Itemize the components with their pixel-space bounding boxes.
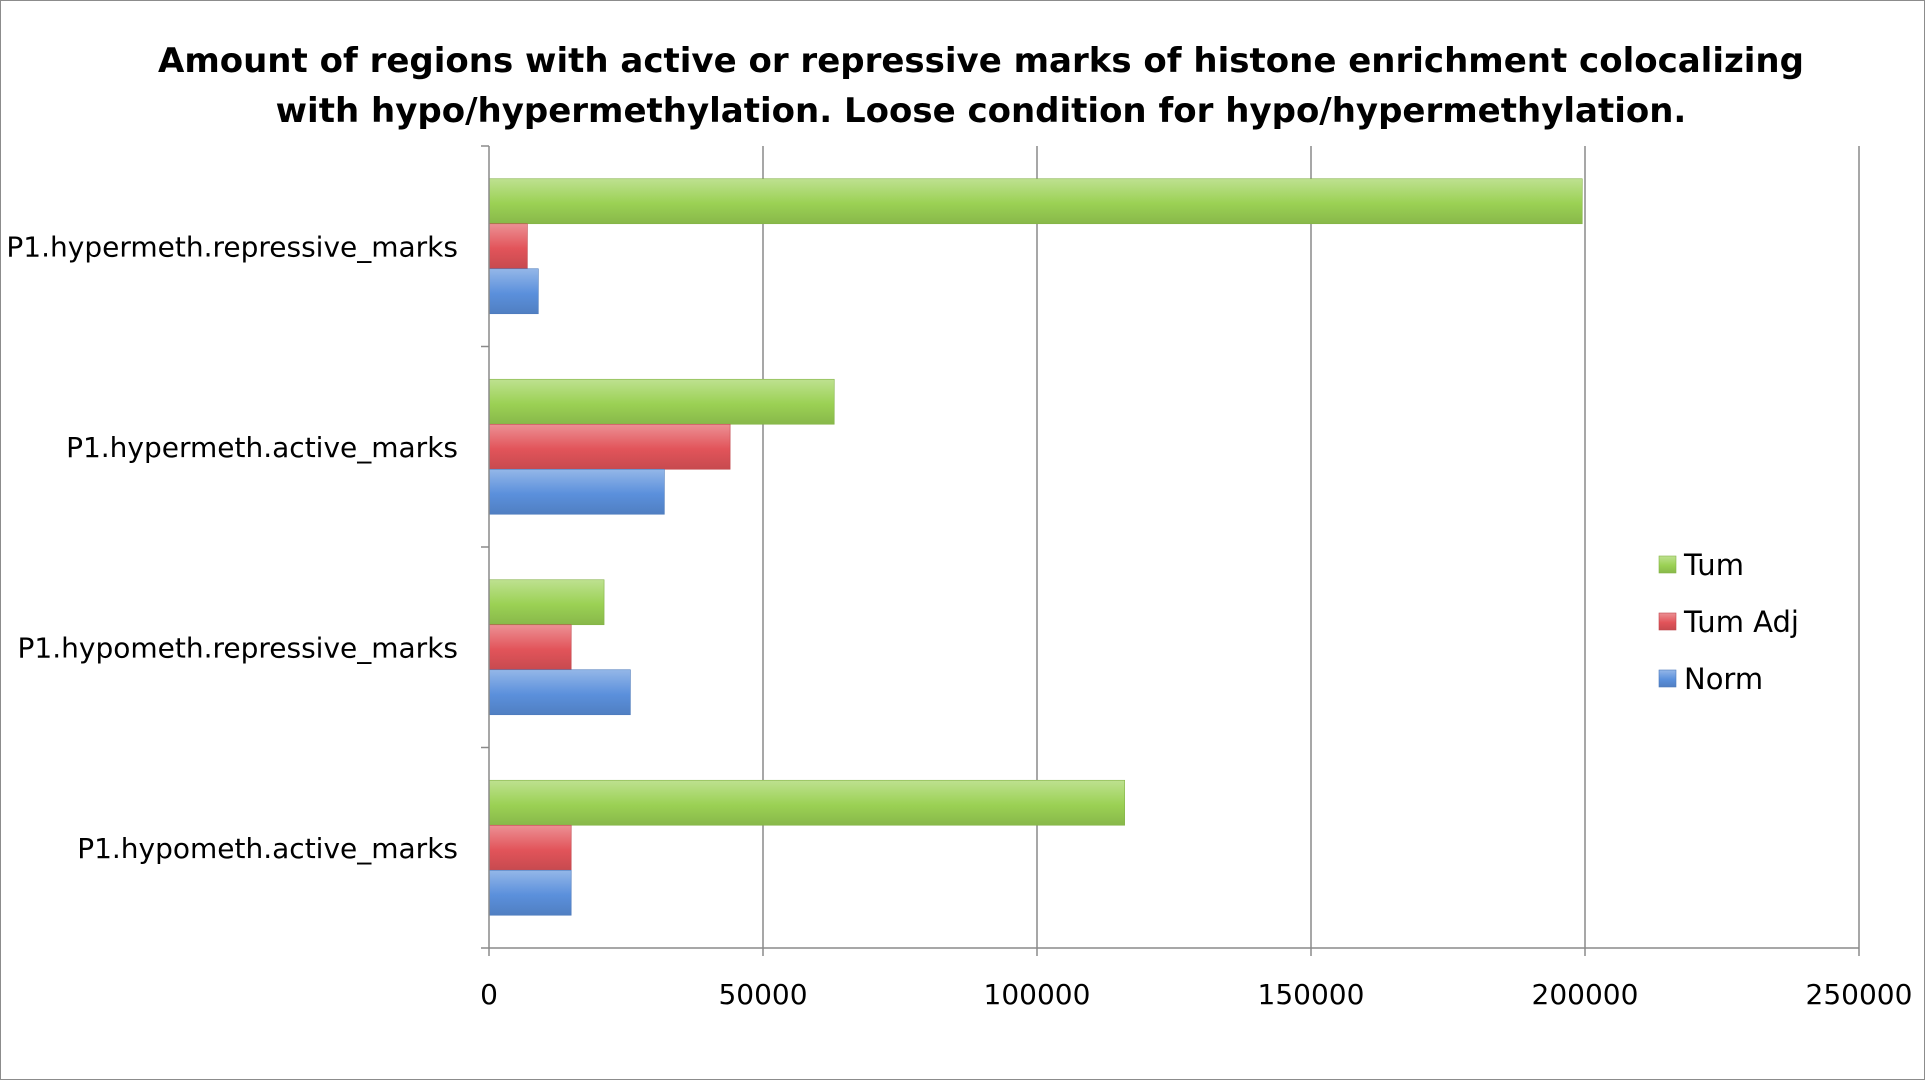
chart-title: Amount of regions with active or repress…	[158, 41, 1804, 131]
legend-label-1: Tum Adj	[1683, 605, 1799, 639]
legend-label-2: Norm	[1684, 662, 1763, 696]
bars	[488, 178, 1583, 916]
x-tick-label-2: 100000	[984, 978, 1091, 1011]
x-tick-label-4: 200000	[1532, 978, 1639, 1011]
bar-P1.hypermeth.repressive_marks-norm[interactable]	[488, 268, 539, 315]
bar-P1.hypometh.active_marks-tum-adj[interactable]	[488, 824, 572, 871]
x-axis-tick-labels: 0 50000 100000 150000 200000 250000	[480, 978, 1912, 1011]
chart-title-line-1: Amount of regions with active or repress…	[158, 41, 1804, 81]
bar-P1.hypometh.active_marks-norm[interactable]	[488, 869, 572, 916]
bar-P1.hypometh.repressive_marks-norm[interactable]	[488, 669, 631, 716]
legend-swatch-2	[1658, 669, 1677, 688]
category-label-1: P1.hypermeth.active_marks	[66, 431, 458, 464]
axes	[481, 145, 1860, 956]
gridlines	[762, 146, 1860, 948]
x-tick-label-1: 50000	[718, 978, 807, 1011]
x-tick-label-5: 250000	[1806, 978, 1913, 1011]
bar-P1.hypermeth.repressive_marks-tum-adj[interactable]	[488, 223, 528, 270]
category-label-2: P1.hypometh.repressive_marks	[18, 631, 458, 664]
bar-P1.hypometh.repressive_marks-tum-adj[interactable]	[488, 624, 572, 671]
bar-P1.hypometh.repressive_marks-tum[interactable]	[488, 579, 605, 626]
bar-P1.hypermeth.active_marks-tum-adj[interactable]	[488, 423, 731, 470]
category-label-3: P1.hypometh.active_marks	[77, 832, 458, 865]
chart-title-line-2: with hypo/hypermethylation. Loose condit…	[276, 91, 1687, 131]
legend-label-0: Tum	[1683, 548, 1744, 582]
legend-swatch-0	[1658, 555, 1677, 574]
x-tick-label-0: 0	[480, 978, 498, 1011]
category-label-0: P1.hypermeth.repressive_marks	[6, 230, 458, 263]
legend: Tum Tum Adj Norm	[1658, 548, 1799, 696]
legend-swatch-1	[1658, 612, 1677, 631]
x-tick-label-3: 150000	[1258, 978, 1365, 1011]
bar-P1.hypermeth.active_marks-tum[interactable]	[488, 378, 835, 425]
bar-P1.hypometh.active_marks-tum[interactable]	[488, 779, 1125, 826]
category-labels: P1.hypermeth.repressive_marks P1.hypermet…	[6, 230, 458, 865]
bar-P1.hypermeth.repressive_marks-tum[interactable]	[488, 178, 1583, 225]
bar-P1.hypermeth.active_marks-norm[interactable]	[488, 468, 665, 515]
